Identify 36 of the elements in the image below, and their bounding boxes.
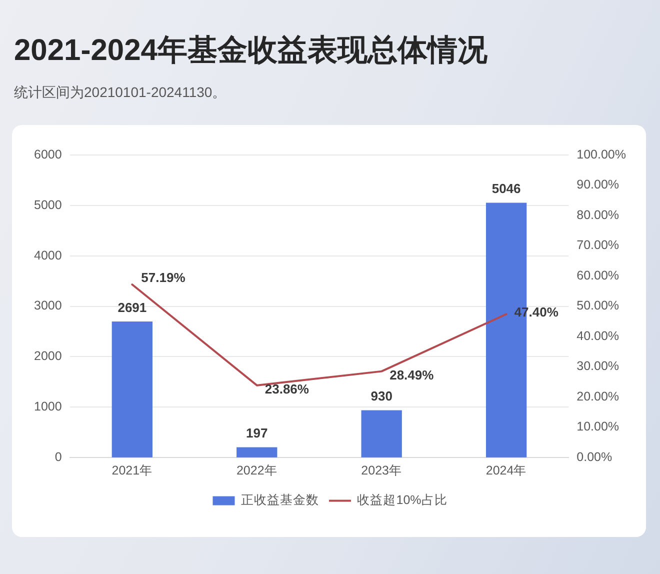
y2-tick-label: 70.00% xyxy=(576,238,620,252)
data-label: 28.49% xyxy=(390,367,434,382)
y2-tick-label: 50.00% xyxy=(576,298,620,313)
bar xyxy=(236,447,278,458)
data-label: 23.86% xyxy=(264,381,310,396)
y2-tick-label: 80.00% xyxy=(576,208,620,222)
y2-tick-label: 90.00% xyxy=(576,178,620,192)
y2-tick-label: 60.00% xyxy=(576,268,620,282)
y-tick-label: 6000 xyxy=(34,147,62,162)
y2-tick-label: 0.00% xyxy=(576,450,612,464)
data-label: 2691 xyxy=(118,300,147,315)
y-tick-label: 3000 xyxy=(34,298,62,313)
legend-label: 收益超10%占比 xyxy=(357,493,448,508)
y2-tick-label: 30.00% xyxy=(576,359,620,374)
y2-tick-label: 10.00% xyxy=(576,420,620,434)
y2-tick-label: 100.00% xyxy=(576,147,626,162)
y2-tick-label: 40.00% xyxy=(576,328,620,343)
text: 统计区间为20210101-20241130。 xyxy=(14,84,226,102)
y-tick-label: 2000 xyxy=(34,349,62,364)
bar xyxy=(361,410,402,458)
data-label: 57.19% xyxy=(141,270,186,286)
data-label: 5046 xyxy=(492,181,521,196)
data-label: 197 xyxy=(246,426,268,441)
y-tick-label: 4000 xyxy=(34,248,62,262)
bar xyxy=(112,322,152,458)
y-tick-label: 5000 xyxy=(34,198,62,212)
legend-label: 正收益基金数 xyxy=(240,493,319,508)
y-tick-label: 0 xyxy=(54,450,62,464)
x-tick-label: 2024年 xyxy=(486,463,527,478)
x-tick-label: 2021年 xyxy=(112,463,153,478)
x-tick-label: 2022年 xyxy=(236,463,278,478)
y-tick-label: 1000 xyxy=(34,400,62,414)
chart-title: 2021-2024年基金收益表现总体情况 xyxy=(14,33,488,69)
x-tick-label: 2023年 xyxy=(361,463,402,478)
y2-tick-label: 20.00% xyxy=(576,389,620,404)
data-label: 930 xyxy=(370,388,392,404)
